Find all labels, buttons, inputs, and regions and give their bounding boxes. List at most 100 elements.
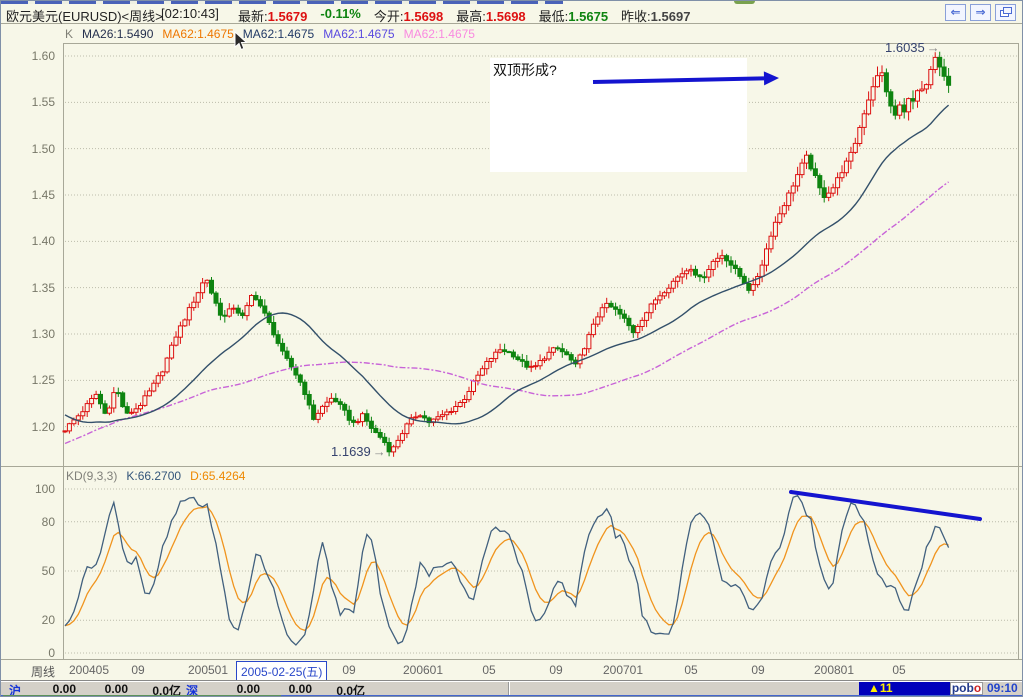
toolbar-remnant xyxy=(1,1,563,4)
ma-label: MA26:1.5490 xyxy=(82,27,154,41)
quote-field: 最新:1.5679 xyxy=(238,6,307,25)
ma-label: MA62:1.4675 xyxy=(162,27,234,41)
kd-tick-label: 0 xyxy=(48,646,55,660)
quote-field: -0.11% xyxy=(320,6,360,25)
instrument-name: 欧元美元(EURUSD)<周线> xyxy=(6,9,163,24)
sz-index-value: 0.00 xyxy=(236,682,260,696)
sh-index-value: 0.00 xyxy=(52,682,76,696)
kd-k-line xyxy=(64,494,950,646)
selected-date-box: 2005-02-25(五) xyxy=(236,661,328,682)
ma-label: MA62:1.4675 xyxy=(323,27,395,41)
sz-market-label: 深 xyxy=(186,684,199,697)
time-tick-label: 05 xyxy=(684,663,698,677)
right-arrow-icon: → xyxy=(926,40,940,55)
low-price-label: 1.1639 → xyxy=(331,444,386,459)
nav-icons: ⇐ ⇒ xyxy=(945,4,1016,21)
time-tick-label: 09 xyxy=(131,663,145,677)
low-price-value: 1.1639 xyxy=(331,444,371,459)
time-tick-label: 09 xyxy=(342,663,356,677)
market-alert-badge: ▲11 xyxy=(859,682,950,695)
right-arrow-icon: → xyxy=(372,444,386,459)
price-tick-label: 1.20 xyxy=(31,419,55,434)
nav-forward-icon[interactable]: ⇒ xyxy=(970,4,991,21)
quote-field-label: 最新: xyxy=(238,9,268,24)
quote-field-value: 1.5697 xyxy=(650,9,691,24)
time-tick-label: 200601 xyxy=(402,663,444,677)
sh-change-value: 0.00 xyxy=(104,682,128,696)
panel-split xyxy=(1,659,1022,660)
quote-field-value: 1.5698 xyxy=(485,9,526,24)
candlestick-layer xyxy=(62,51,952,457)
price-tick-label: 1.50 xyxy=(31,141,55,156)
plot-right-border xyxy=(1018,43,1019,659)
nav-back-icon[interactable]: ⇐ xyxy=(945,4,966,21)
clock: 09:10 xyxy=(987,681,1018,695)
bottom-strip xyxy=(1,695,1022,696)
time-tick-label: 200405 xyxy=(68,663,110,677)
status-separator xyxy=(508,682,509,695)
windows-icon[interactable] xyxy=(995,4,1016,21)
title-bar: 欧元美元(EURUSD)<周线> [02:10:43] 最新:1.5679 -0.… xyxy=(1,4,1022,24)
brand-main: pob xyxy=(951,681,974,695)
price-tick-label: 1.40 xyxy=(31,234,55,249)
plot-left-border xyxy=(63,43,64,659)
time-tick-label: 05 xyxy=(482,663,496,677)
plot-top-border xyxy=(63,43,1018,44)
kd-d-line xyxy=(64,505,949,632)
ma-label: MA62:1.4675 xyxy=(242,27,315,41)
status-bar: 沪 0.00 0.00 0.0亿 深 0.00 0.00 0.0亿 ▲11 po… xyxy=(1,681,1022,697)
quote-timestamp: [02:10:43] xyxy=(161,6,219,21)
time-tick-label: 09 xyxy=(751,663,765,677)
kd-k-value: K:66.2700 xyxy=(126,469,182,483)
panel-split xyxy=(1,466,1022,467)
sz-volume-value: 0.0亿 xyxy=(336,684,365,697)
ma-label: MA62:1.4675 xyxy=(403,27,475,41)
quote-field-value: 1.5679 xyxy=(267,9,308,24)
price-tick-label: 1.45 xyxy=(31,188,55,202)
ma-values-overlay: K MA26:1.5490 MA62:1.4675 MA62:1.4675 MA62:1… xyxy=(65,27,484,41)
time-tick-label: 200701 xyxy=(602,663,644,677)
ma-label: K xyxy=(65,27,74,41)
kd-tick-label: 80 xyxy=(41,514,55,529)
high-price-value: 1.6035 xyxy=(885,40,925,55)
quote-field-value: -0.11% xyxy=(320,6,361,21)
kd-d-value: D:65.4264 xyxy=(190,469,246,483)
kd-values-overlay: KD(9,3,3) K:66.2700 D:65.4264 xyxy=(66,469,254,483)
mouse-cursor-icon xyxy=(234,31,248,51)
price-tick-label: 1.60 xyxy=(31,49,55,63)
price-tick-label: 1.30 xyxy=(31,327,55,341)
brand-logo: pobo xyxy=(950,682,983,695)
quote-field-value: 1.5675 xyxy=(568,9,609,24)
quote-field-label: 最低: xyxy=(538,9,569,24)
quote-field: 最低:1.5675 xyxy=(539,6,608,25)
toolbar-remnant-green xyxy=(734,1,755,4)
kd-tick-label: 50 xyxy=(41,564,55,578)
period-label: 周线 xyxy=(30,665,55,679)
quote-field-label: 今开: xyxy=(373,9,404,24)
ma26-line xyxy=(64,104,950,425)
price-tick-label: 1.55 xyxy=(31,95,55,110)
kd-indicator-name: KD(9,3,3) xyxy=(66,469,118,483)
annotation-question: 双顶形成? xyxy=(493,62,557,78)
quote-field: 最高:1.5698 xyxy=(456,6,525,25)
quote-field: 今开:1.5698 xyxy=(374,6,443,25)
sh-market-label: 沪 xyxy=(9,684,22,697)
quote-field-label: 最高: xyxy=(456,9,486,24)
time-tick-label: 05 xyxy=(892,663,906,677)
ma62-line xyxy=(64,181,950,445)
trend-arrow xyxy=(592,71,779,86)
price-tick-label: 1.25 xyxy=(31,373,55,388)
quote-fields: 最新:1.5679 -0.11% 今开:1.5698 最高:1.5698 最低:1.56… xyxy=(238,6,703,25)
quote-field-label: 昨收: xyxy=(621,9,651,24)
quote-field: 昨收:1.5697 xyxy=(621,6,690,25)
quote-field-value: 1.5698 xyxy=(403,9,444,24)
time-tick-label: 09 xyxy=(549,663,563,677)
kd-trendline xyxy=(789,490,982,521)
sh-volume-value: 0.0亿 xyxy=(152,684,181,697)
brand-accent: o xyxy=(973,681,982,695)
kd-tick-label: 100 xyxy=(34,482,55,496)
kd-tick-label: 20 xyxy=(41,613,55,628)
price-tick-label: 1.35 xyxy=(31,280,55,295)
